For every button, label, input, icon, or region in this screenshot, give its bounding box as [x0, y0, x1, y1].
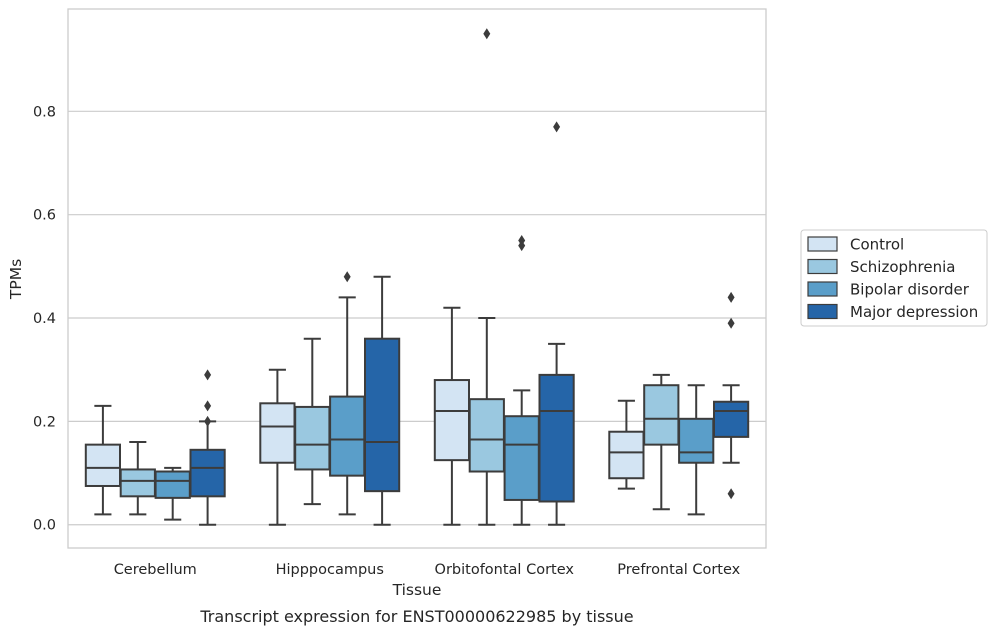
box-control — [608, 399, 645, 490]
iqr-box — [643, 384, 680, 446]
y-tick-labels: 0.0 0.2 0.4 0.6 0.8 — [33, 104, 56, 533]
iqr-box — [154, 470, 191, 499]
iqr-box — [84, 443, 122, 487]
legend-entry-label: Bipolar disorder — [850, 281, 970, 299]
box-schizophrenia — [294, 337, 331, 506]
outlier-point — [204, 415, 212, 427]
y-tick-label: 0.4 — [33, 311, 56, 327]
x-tick-label: Orbitofontal Cortex — [435, 562, 575, 578]
box-bipolar-disorder — [503, 235, 540, 526]
y-tick-label: 0.6 — [33, 208, 56, 224]
iqr-box — [259, 402, 296, 464]
box-groups — [84, 28, 750, 526]
x-tick-label: Hipppocampus — [276, 562, 384, 578]
outlier-point — [483, 28, 491, 40]
iqr-box — [678, 417, 715, 464]
legend-swatch — [807, 236, 838, 252]
legend-swatch — [807, 258, 838, 275]
iqr-box — [433, 379, 471, 462]
box-bipolar-disorder — [329, 271, 366, 516]
box-bipolar-disorder — [154, 466, 191, 521]
legend: Control Schizophrenia Bipolar disorder Majo… — [800, 229, 988, 327]
iqr-box — [363, 337, 401, 493]
box-major-depression — [189, 369, 226, 526]
outlier-point — [204, 400, 212, 412]
box-major-depression — [712, 291, 750, 500]
iqr-box — [503, 415, 540, 501]
x-tick-label: Prefrontal Cortex — [617, 562, 740, 578]
x-tick-labels: Cerebellum Hipppocampus Orbitofontal Corte… — [114, 562, 741, 578]
y-axis-label: TPMs — [7, 259, 25, 300]
chart-caption: Transcript expression for ENST0000062298… — [199, 607, 633, 626]
outlier-point — [727, 488, 735, 500]
legend-entry-label: Schizophrenia — [850, 258, 955, 276]
outlier-point — [343, 271, 351, 283]
y-tick-label: 0.8 — [33, 104, 56, 120]
box-control — [433, 306, 471, 526]
outlier-point — [204, 369, 212, 381]
box-bipolar-disorder — [678, 384, 715, 516]
outlier-point — [553, 121, 561, 133]
outlier-point — [727, 291, 735, 303]
iqr-box — [189, 448, 226, 498]
x-tick-label: Cerebellum — [114, 562, 197, 578]
box-major-depression — [363, 275, 401, 526]
legend-swatch — [807, 303, 838, 320]
plot-frame — [67, 8, 767, 549]
box-schizophrenia — [643, 373, 680, 511]
iqr-box — [468, 398, 505, 473]
legend-entry-label: Control — [850, 236, 904, 254]
box-schizophrenia — [468, 28, 505, 526]
legend-swatch — [807, 281, 838, 297]
iqr-box — [329, 395, 366, 477]
iqr-box — [712, 400, 750, 438]
box-major-depression — [538, 121, 575, 526]
y-tick-label: 0.2 — [33, 414, 56, 430]
box-control — [84, 404, 122, 516]
box-control — [259, 368, 296, 526]
box-schizophrenia — [119, 441, 156, 516]
outlier-point — [518, 240, 526, 252]
y-tick-label: 0.0 — [33, 518, 56, 534]
iqr-box — [538, 373, 575, 503]
legend-frame — [800, 229, 988, 327]
legend-entry-label: Major depression — [850, 303, 978, 321]
x-axis-label: Tissue — [392, 581, 442, 599]
iqr-box — [608, 430, 645, 480]
outlier-point — [727, 317, 735, 329]
iqr-box — [119, 468, 156, 498]
iqr-box — [294, 405, 331, 471]
